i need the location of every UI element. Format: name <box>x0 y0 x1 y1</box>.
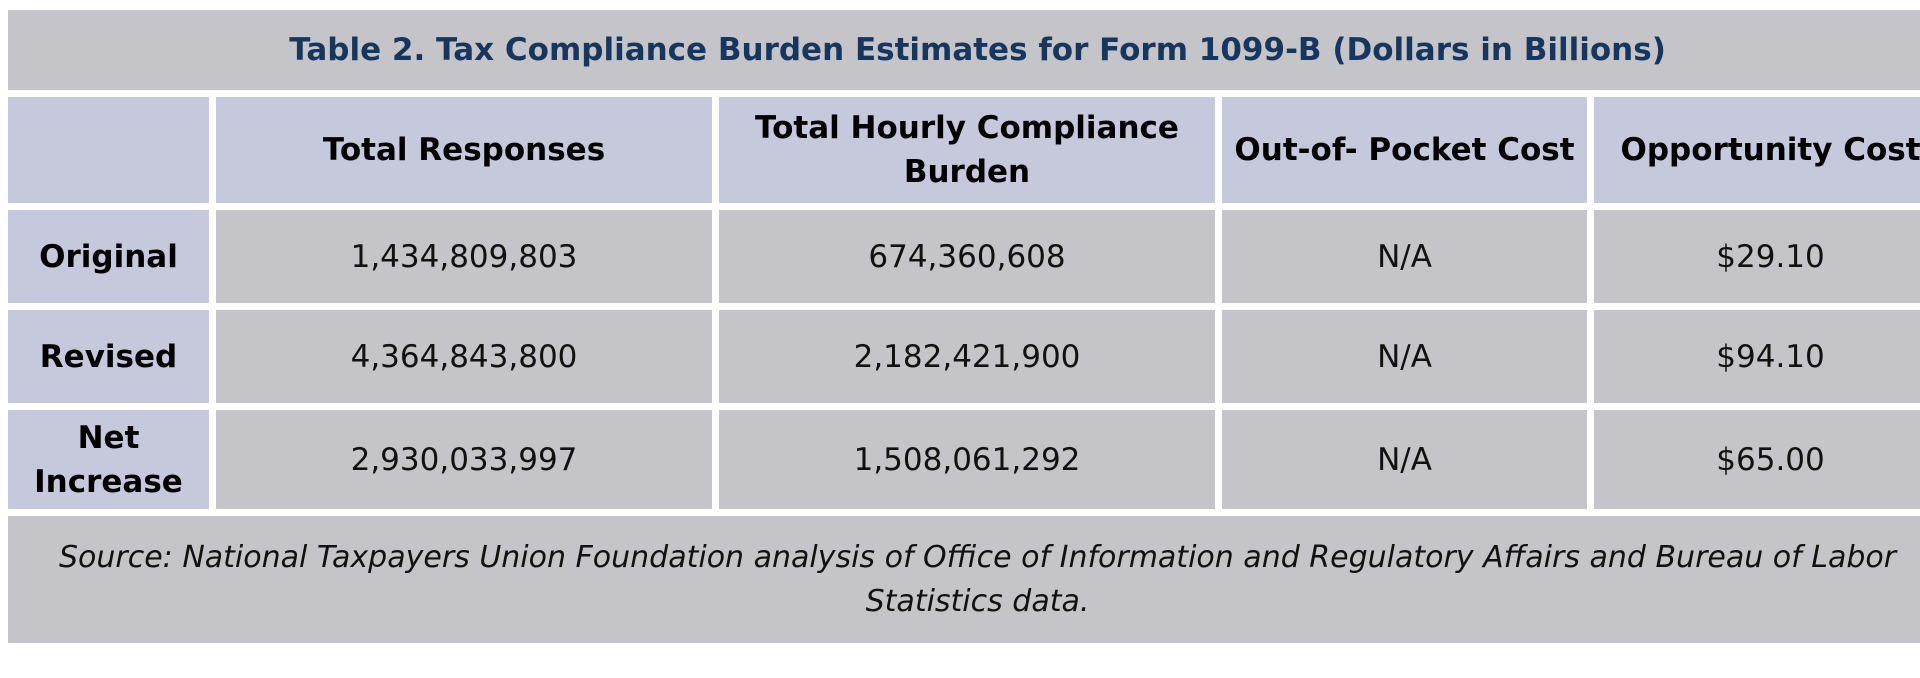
row-label-original: Original <box>8 210 209 303</box>
table-row-original: Original 1,434,809,803 674,360,608 N/A $… <box>8 210 1920 303</box>
cell-opportunity-cost: $94.10 <box>1594 310 1920 403</box>
header-total-hourly-burden-label: Total Hourly Compliance Burden <box>755 110 1179 190</box>
cell-opportunity-cost: $29.10 <box>1594 210 1920 303</box>
cell-out-of-pocket-cost: N/A <box>1222 210 1587 303</box>
cell-total-responses: 1,434,809,803 <box>216 210 712 303</box>
compliance-burden-table-container: Table 2. Tax Compliance Burden Estimates… <box>8 10 1920 658</box>
header-opportunity-cost: Opportunity Cost <box>1594 97 1920 203</box>
source-note: Source: National Taxpayers Union Foundat… <box>8 516 1920 643</box>
cell-total-hourly-burden: 2,182,421,900 <box>719 310 1215 403</box>
header-out-of-pocket-cost: Out-of- Pocket Cost <box>1222 97 1587 203</box>
cell-total-responses: 2,930,033,997 <box>216 410 712 509</box>
header-total-hourly-burden: Total Hourly Compliance Burden <box>719 97 1215 203</box>
header-row: Total Responses Total Hourly Compliance … <box>8 97 1920 203</box>
table-row-net-increase: Net Increase 2,930,033,997 1,508,061,292… <box>8 410 1920 509</box>
title-row: Table 2. Tax Compliance Burden Estimates… <box>8 10 1920 90</box>
compliance-burden-table: Table 2. Tax Compliance Burden Estimates… <box>1 3 1920 650</box>
header-corner <box>8 97 209 203</box>
cell-total-responses: 4,364,843,800 <box>216 310 712 403</box>
source-row: Source: National Taxpayers Union Foundat… <box>8 516 1920 643</box>
row-label-net-increase-text: Net Increase <box>34 419 183 500</box>
header-total-responses: Total Responses <box>216 97 712 203</box>
cell-opportunity-cost: $65.00 <box>1594 410 1920 509</box>
cell-total-hourly-burden: 674,360,608 <box>719 210 1215 303</box>
row-label-net-increase: Net Increase <box>8 410 209 509</box>
table-row-revised: Revised 4,364,843,800 2,182,421,900 N/A … <box>8 310 1920 403</box>
cell-out-of-pocket-cost: N/A <box>1222 310 1587 403</box>
cell-total-hourly-burden: 1,508,061,292 <box>719 410 1215 509</box>
table-title: Table 2. Tax Compliance Burden Estimates… <box>8 10 1920 90</box>
cell-out-of-pocket-cost: N/A <box>1222 410 1587 509</box>
row-label-revised: Revised <box>8 310 209 403</box>
